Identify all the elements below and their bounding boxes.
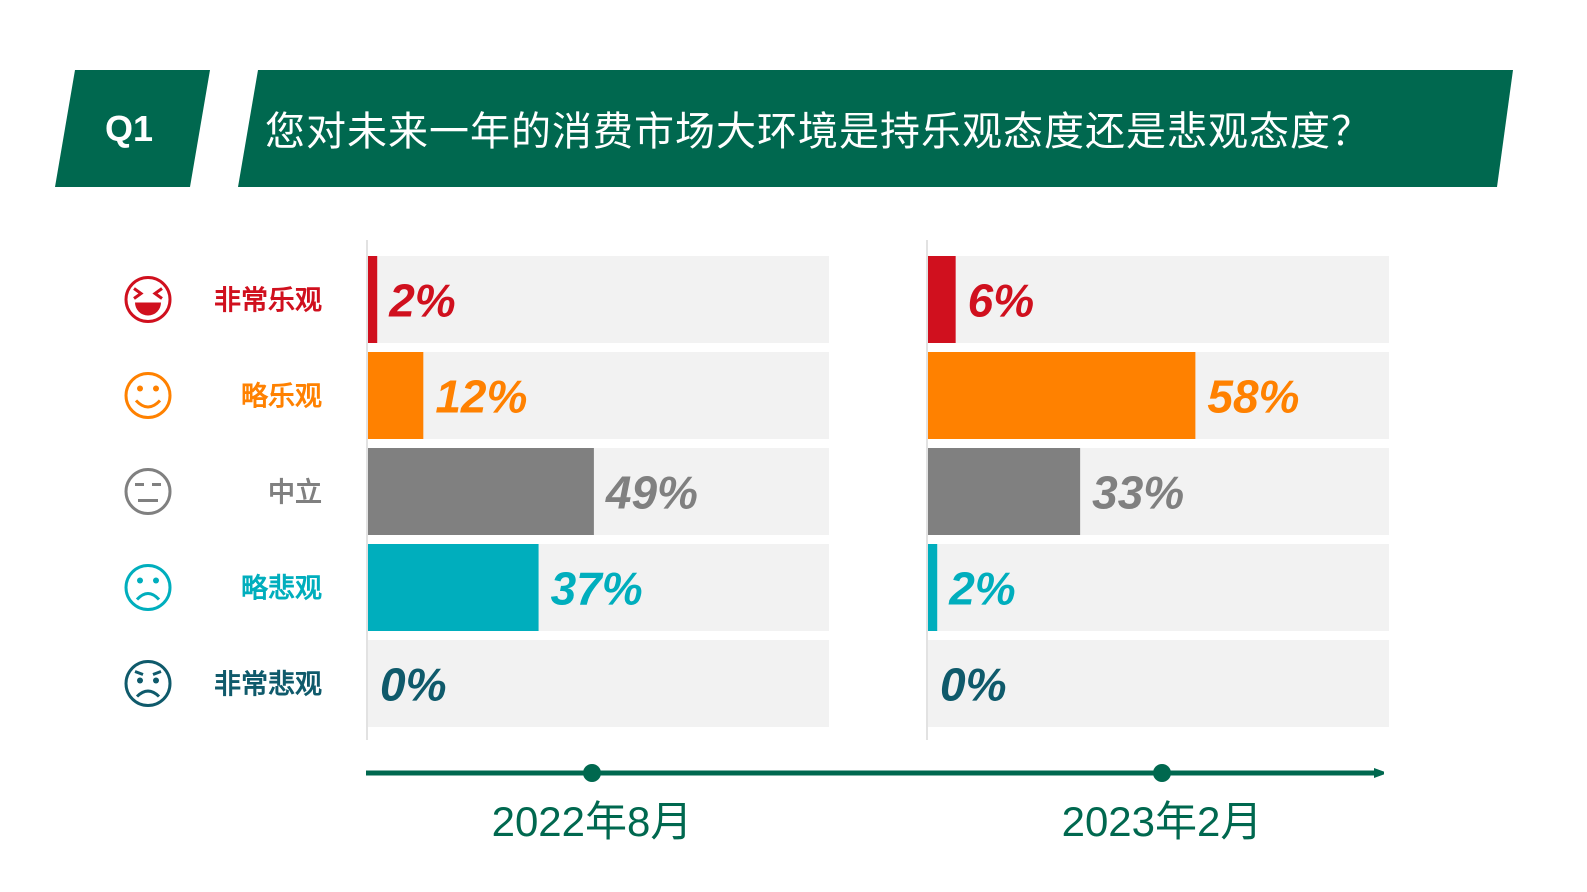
- eye-left: [137, 577, 143, 584]
- eye-right: [153, 385, 159, 392]
- value-label: 6%: [968, 275, 1034, 327]
- mouth: [135, 592, 161, 601]
- bar: [928, 448, 1081, 535]
- category-label: 略乐观: [241, 381, 322, 413]
- mouth: [135, 689, 161, 698]
- question-banner: [55, 70, 1513, 187]
- bar: [928, 352, 1196, 439]
- bar-track: [928, 544, 1389, 631]
- value-label: 0%: [380, 659, 446, 711]
- period-label: 2022年8月: [492, 798, 693, 845]
- bar: [928, 256, 956, 343]
- bar-track: [368, 640, 829, 727]
- face-outline: [124, 660, 172, 707]
- bar: [928, 544, 938, 631]
- value-label: 12%: [435, 371, 527, 423]
- value-label: 37%: [551, 563, 643, 615]
- bar-track: [368, 256, 829, 343]
- banner-background: [55, 70, 1513, 187]
- category-label: 略悲观: [241, 573, 322, 605]
- value-label: 49%: [605, 467, 698, 519]
- brow-left: [134, 670, 144, 676]
- bar-track: [928, 640, 1389, 727]
- value-label: 58%: [1207, 371, 1299, 423]
- category-label: 非常乐观: [214, 286, 322, 317]
- eye-left: [137, 385, 143, 392]
- value-label: 2%: [948, 563, 1015, 615]
- timeline-marker: [1153, 764, 1171, 782]
- face-outline: [124, 564, 172, 611]
- bar: [368, 448, 594, 535]
- mouth: [135, 302, 161, 316]
- panel-1: 2% 12% 49% 37% 0%: [366, 240, 829, 740]
- question-number: Q1: [104, 108, 154, 149]
- question-title: 您对未来一年的消费市场大环境是持乐观态度还是悲观态度？: [265, 109, 1372, 155]
- very-sad-face-icon: [124, 660, 172, 707]
- category-label: 非常悲观: [214, 669, 322, 701]
- laughing-face-icon: [124, 276, 172, 323]
- eye-right: [153, 577, 159, 584]
- panel-2: 6% 58% 33% 2% 0%: [926, 240, 1389, 740]
- bar: [368, 256, 378, 343]
- bar-track: [928, 256, 1389, 343]
- brow-right: [152, 670, 162, 676]
- smiling-face-icon: [124, 372, 172, 419]
- value-label: 33%: [1092, 467, 1184, 519]
- bar: [368, 352, 424, 439]
- value-label: 0%: [940, 659, 1006, 711]
- timeline-marker: [583, 764, 601, 782]
- bar: [368, 544, 539, 631]
- eye-left: [133, 287, 144, 300]
- eye-right: [153, 677, 159, 684]
- face-outline: [124, 276, 172, 323]
- eye-right: [152, 287, 163, 300]
- banner-divider: [190, 70, 258, 187]
- neutral-face-icon: [124, 468, 172, 515]
- sad-face-icon: [124, 564, 172, 611]
- mouth: [134, 399, 162, 409]
- face-outline: [124, 468, 172, 515]
- period-label: 2023年2月: [1062, 798, 1263, 845]
- eye-left: [137, 677, 143, 684]
- value-label: 2%: [388, 275, 455, 327]
- category-label: 中立: [268, 477, 322, 509]
- face-outline: [124, 372, 172, 419]
- bar-track: [368, 352, 829, 439]
